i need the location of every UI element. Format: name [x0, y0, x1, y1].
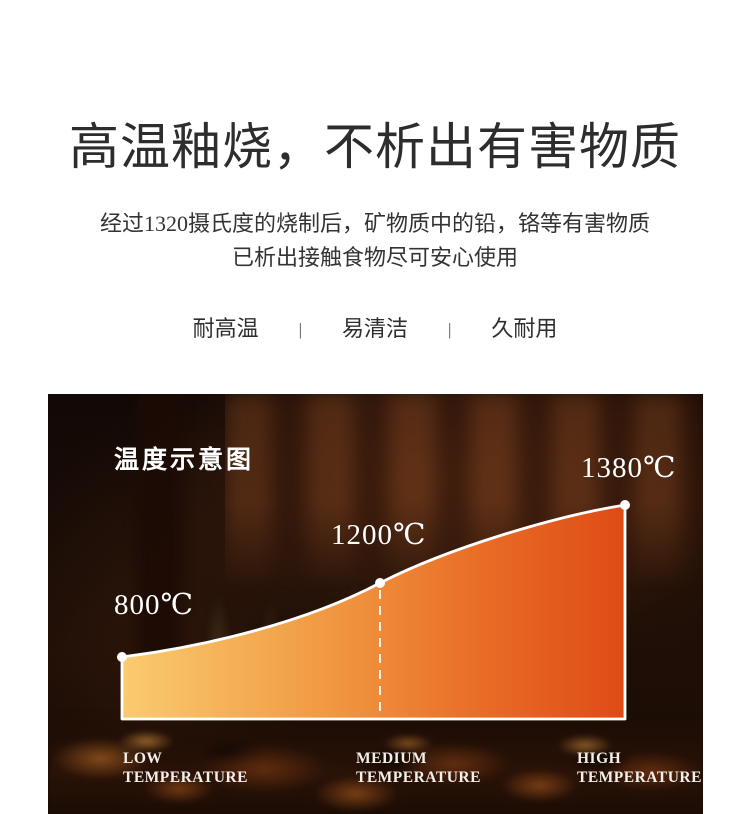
category-high-line2: TEMPERATURE	[577, 769, 702, 786]
category-low-line2: TEMPERATURE	[123, 769, 248, 786]
feature-easy-clean: 易清洁	[341, 316, 408, 341]
feature-heat-resistant: 耐高温	[192, 316, 259, 341]
category-low-line1: LOW	[123, 750, 163, 767]
feature-list: 耐高温 | 易清洁 | 久耐用	[0, 318, 750, 340]
subtitle-line-2: 已析出接触食物尽可安心使用	[231, 245, 518, 270]
category-label-low: LOW TEMPERATURE	[123, 749, 248, 787]
category-label-medium: MEDIUM TEMPERATURE	[356, 749, 481, 787]
subtitle-line-1: 经过1320摄氏度的烧制后，矿物质中的铅，铬等有害物质	[99, 211, 650, 236]
feature-durable: 久耐用	[491, 316, 558, 341]
category-medium-line2: TEMPERATURE	[356, 769, 481, 786]
category-label-high: HIGH TEMPERATURE	[577, 749, 702, 787]
data-point-800	[117, 652, 127, 662]
subtitle: 经过1320摄氏度的烧制后，矿物质中的铅，铬等有害物质 已析出接触食物尽可安心使…	[0, 207, 750, 275]
header-section: 高温釉烧，不析出有害物质 经过1320摄氏度的烧制后，矿物质中的铅，铬等有害物质…	[0, 0, 750, 340]
data-point-1380	[620, 500, 630, 510]
kiln-dark-post	[126, 394, 193, 697]
area-fill	[120, 503, 627, 721]
data-point-1200	[375, 578, 385, 588]
temp-label-800: 800℃	[114, 589, 194, 621]
glowing-embers	[48, 713, 703, 814]
category-high-line1: HIGH	[577, 750, 622, 767]
chart-title: 温度示意图	[114, 446, 255, 474]
temperature-chart-panel: 温度示意图 800℃ 1200℃ 1380℃ LOW TEMPERATURE M…	[48, 394, 703, 814]
category-medium-line1: MEDIUM	[356, 750, 428, 767]
temp-label-1380: 1380℃	[581, 452, 677, 484]
temperature-area-chart	[117, 500, 630, 721]
page-title: 高温釉烧，不析出有害物质	[69, 119, 681, 175]
temp-label-1200: 1200℃	[331, 519, 427, 551]
feature-separator: |	[298, 319, 302, 339]
feature-separator: |	[448, 319, 452, 339]
